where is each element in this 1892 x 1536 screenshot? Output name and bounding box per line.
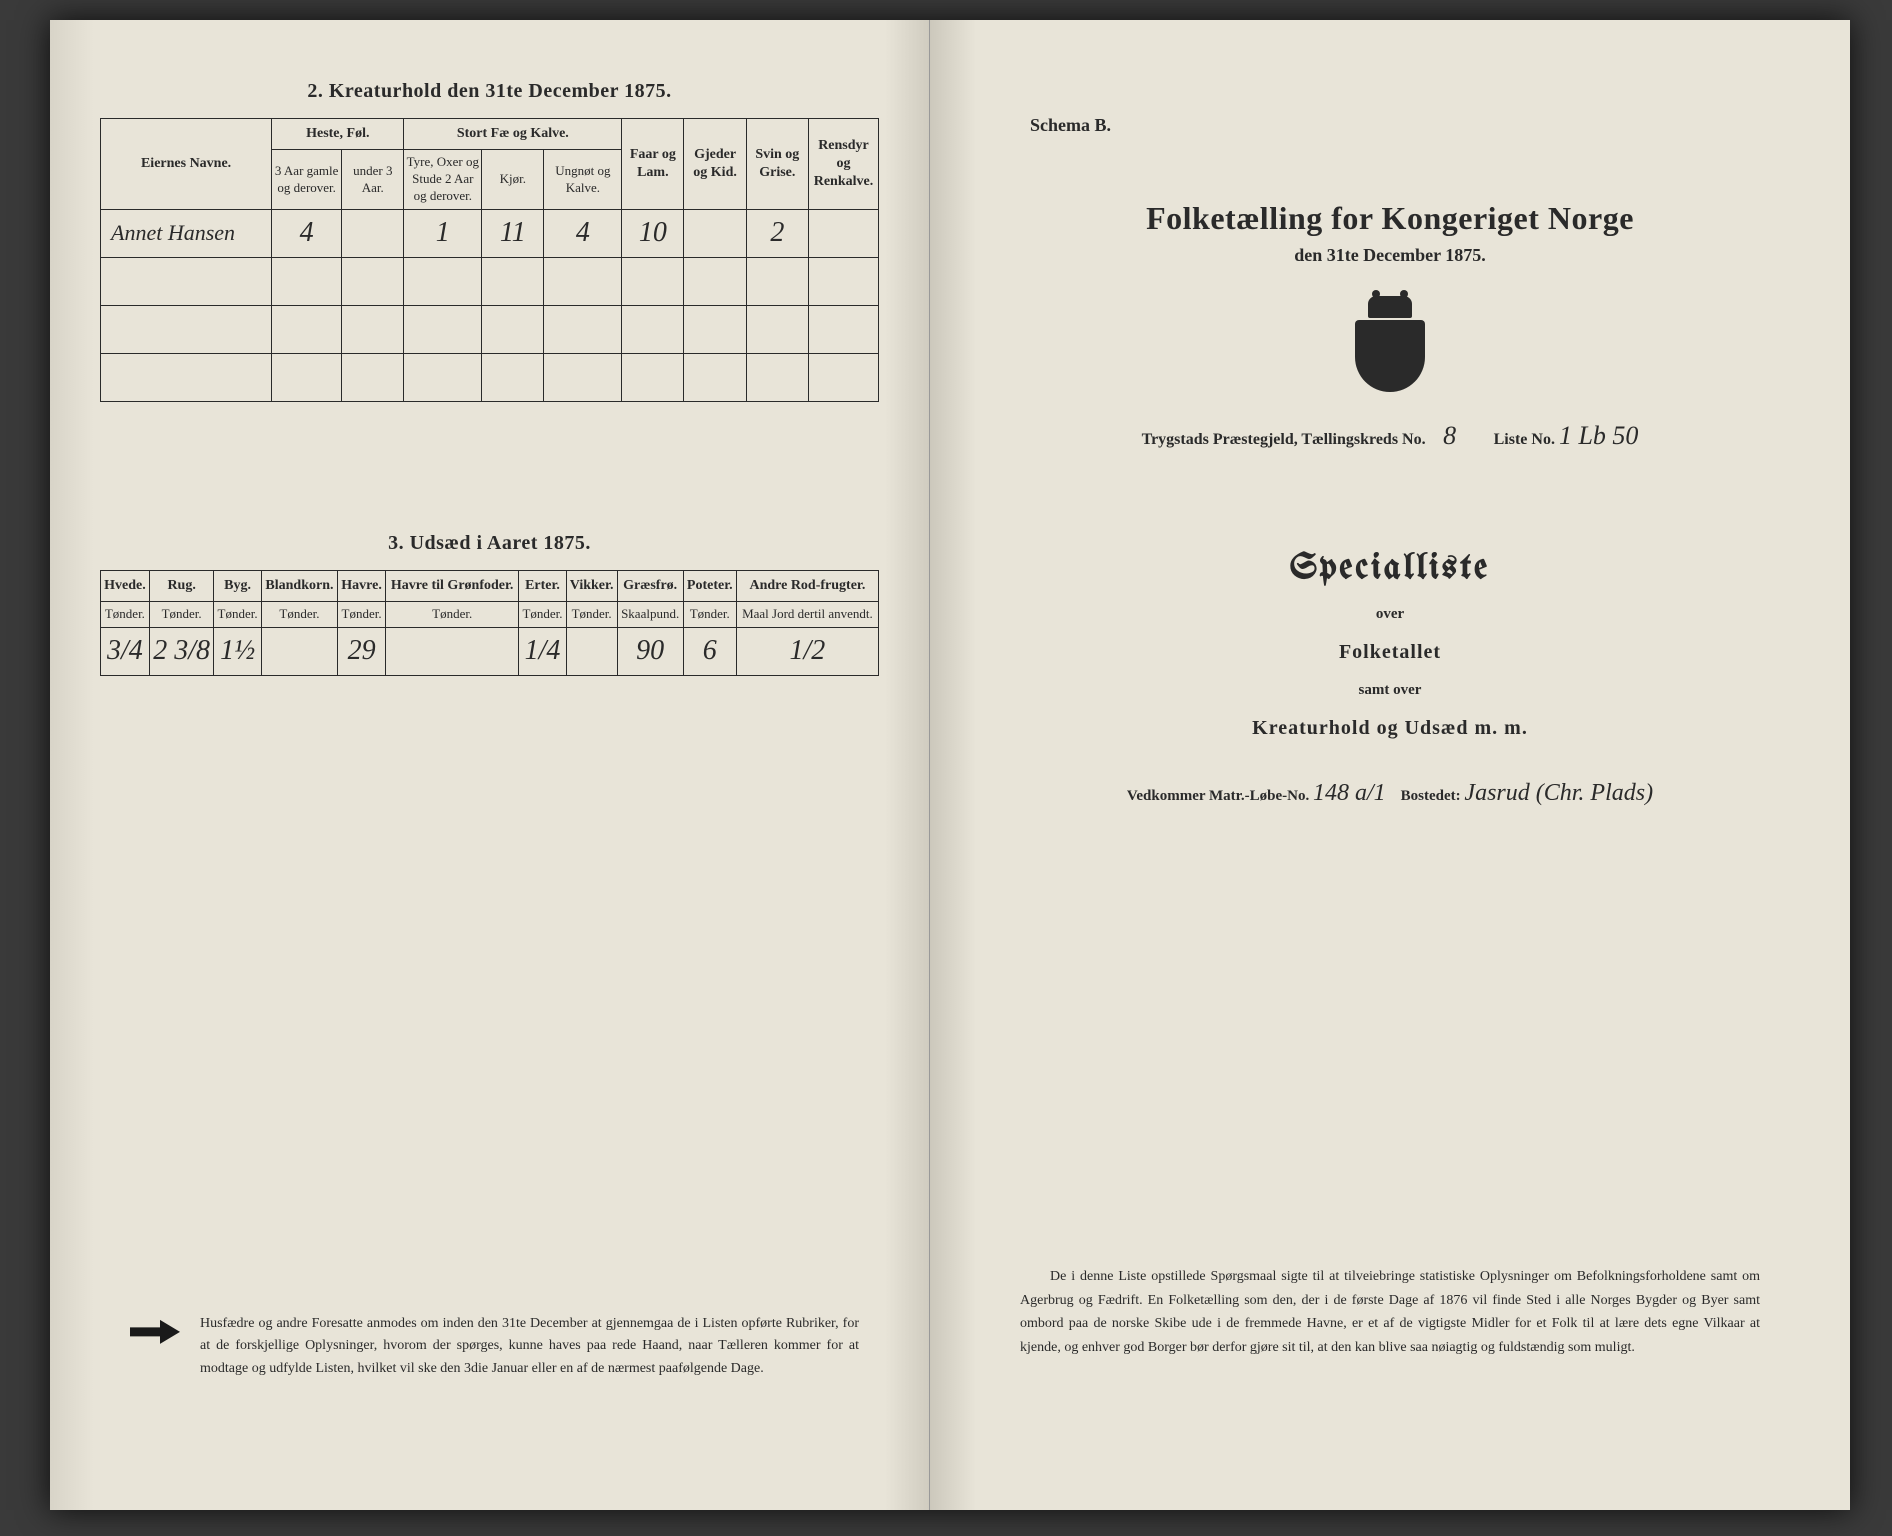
bosted-label: Bostedet: <box>1401 788 1461 804</box>
u8: Tønder. <box>566 602 617 628</box>
main-title-block: Folketælling for Kongeriget Norge den 31… <box>980 200 1800 266</box>
pointing-hand-icon <box>130 1317 180 1347</box>
h6: Havre til Grønfoder. <box>385 570 519 601</box>
col-ren: Rensdyr og Renkalve. <box>808 119 878 210</box>
u10: Tønder. <box>683 602 736 628</box>
col-heste: Heste, Føl. <box>272 119 404 150</box>
section2-title: 2. Kreaturhold den 31te December 1875. <box>100 80 879 103</box>
cell: 2 <box>746 209 808 257</box>
col-faar: Faar og Lam. <box>622 119 684 210</box>
cell <box>385 627 519 675</box>
cell: 2 3/8 <box>149 627 214 675</box>
matr-label: Vedkommer Matr.-Løbe-No. <box>1127 788 1309 804</box>
table-row-empty <box>101 305 879 353</box>
cell: 1½ <box>214 627 261 675</box>
sub-stort3: Ungnøt og Kalve. <box>544 150 622 210</box>
matr-line: Vedkommer Matr.-Løbe-No. 148 a/1 Bostede… <box>980 780 1800 807</box>
sub-stort1: Tyre, Oxer og Stude 2 Aar og derover. <box>404 150 482 210</box>
cell: 4 <box>544 209 622 257</box>
specialliste-block: Specialliste over Folketallet samt over … <box>980 551 1800 740</box>
cell <box>684 209 746 257</box>
cell: 11 <box>482 209 544 257</box>
col-gjeder: Gjeder og Kid. <box>684 119 746 210</box>
h8: Vikker. <box>566 570 617 601</box>
schema-label: Schema B. <box>1030 115 1111 136</box>
footer-note: Husfædre og andre Foresatte anmodes om i… <box>130 1313 859 1380</box>
h9: Græsfrø. <box>617 570 683 601</box>
h5: Havre. <box>338 570 386 601</box>
u1: Tønder. <box>101 602 150 628</box>
table-row-empty <box>101 257 879 305</box>
table-udsaed: Hvede. Rug. Byg. Blandkorn. Havre. Havre… <box>100 570 879 676</box>
district-line: Trygstads Præstegjeld, Tællingskreds No.… <box>980 421 1800 451</box>
h7: Erter. <box>519 570 566 601</box>
col-stort: Stort Fæ og Kalve. <box>404 119 622 150</box>
u2: Tønder. <box>149 602 214 628</box>
h3: Byg. <box>214 570 261 601</box>
cell: 4 <box>272 209 342 257</box>
folketallet: Folketallet <box>980 641 1800 664</box>
liste-no: 1 Lb 50 <box>1559 421 1638 451</box>
left-page: 2. Kreaturhold den 31te December 1875. E… <box>50 20 930 1510</box>
u5: Tønder. <box>338 602 386 628</box>
h11: Andre Rod-frugter. <box>736 570 878 601</box>
h4: Blandkorn. <box>261 570 338 601</box>
cell <box>566 627 617 675</box>
table-row: 3/4 2 3/8 1½ 29 1/4 90 6 1/2 <box>101 627 879 675</box>
sub-stort2: Kjør. <box>482 150 544 210</box>
table-kreaturhold: Eiernes Navne. Heste, Føl. Stort Fæ og K… <box>100 118 879 402</box>
table-row-empty <box>101 353 879 401</box>
book-spread: 2. Kreaturhold den 31te December 1875. E… <box>50 20 1850 1510</box>
specialliste-title: Specialliste <box>980 551 1800 588</box>
coat-of-arms-icon <box>1350 296 1430 391</box>
district-label: Trygstads Præstegjeld, Tællingskreds No. <box>1142 431 1426 448</box>
census-subtitle: den 31te December 1875. <box>980 245 1800 266</box>
samt: samt over <box>980 682 1800 699</box>
census-title: Folketælling for Kongeriget Norge <box>980 200 1800 237</box>
note-text: Husfædre og andre Foresatte anmodes om i… <box>200 1313 859 1380</box>
owner-name: Annet Hansen <box>101 209 272 257</box>
cell: 1/4 <box>519 627 566 675</box>
u7: Tønder. <box>519 602 566 628</box>
section3-title: 3. Udsæd i Aaret 1875. <box>100 532 879 555</box>
h2: Rug. <box>149 570 214 601</box>
col-name: Eiernes Navne. <box>101 119 272 210</box>
cell: 3/4 <box>101 627 150 675</box>
sub-heste1: 3 Aar gamle og derover. <box>272 150 342 210</box>
u4: Tønder. <box>261 602 338 628</box>
matr-no: 148 a/1 <box>1313 780 1386 806</box>
kreds-no: 8 <box>1430 421 1470 451</box>
cell: 90 <box>617 627 683 675</box>
cell: 10 <box>622 209 684 257</box>
cell: 1/2 <box>736 627 878 675</box>
u3: Tønder. <box>214 602 261 628</box>
cell: 6 <box>683 627 736 675</box>
h10: Poteter. <box>683 570 736 601</box>
col-svin: Svin og Grise. <box>746 119 808 210</box>
liste-label: Liste No. <box>1494 431 1555 448</box>
right-page: Schema B. Folketælling for Kongeriget No… <box>930 20 1850 1510</box>
u6: Tønder. <box>385 602 519 628</box>
cell: 29 <box>338 627 386 675</box>
kreaturhold: Kreaturhold og Udsæd m. m. <box>980 717 1800 740</box>
bottom-paragraph: De i denne Liste opstillede Spørgsmaal s… <box>1020 1265 1760 1360</box>
bosted-value: Jasrud (Chr. Plads) <box>1464 780 1653 806</box>
cell <box>261 627 338 675</box>
h1: Hvede. <box>101 570 150 601</box>
cell: 1 <box>404 209 482 257</box>
cell <box>342 209 404 257</box>
u9: Skaalpund. <box>617 602 683 628</box>
u11: Maal Jord dertil anvendt. <box>736 602 878 628</box>
cell <box>808 209 878 257</box>
over1: over <box>980 606 1800 623</box>
sub-heste2: under 3 Aar. <box>342 150 404 210</box>
table-row: Annet Hansen 4 1 11 4 10 2 <box>101 209 879 257</box>
